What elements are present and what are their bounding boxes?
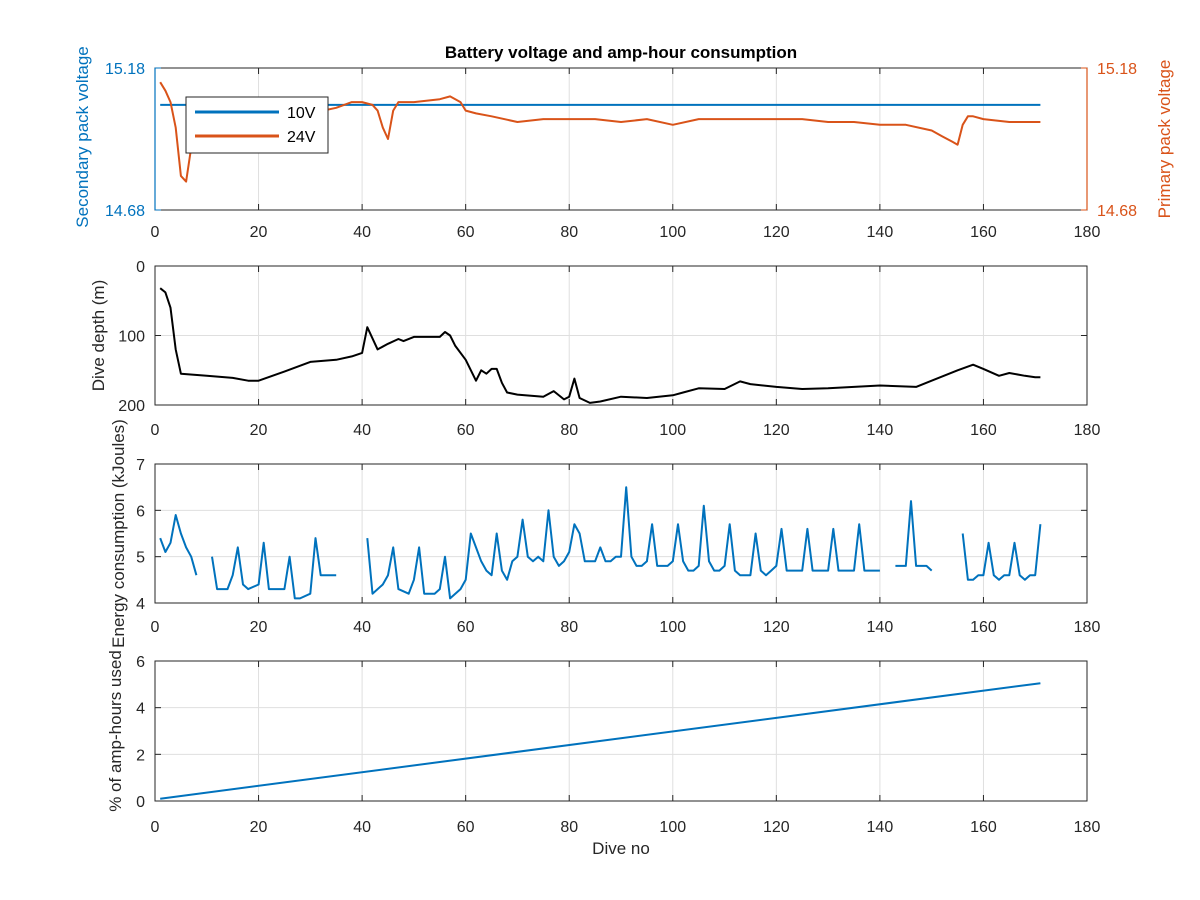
legend-box [185,96,329,154]
series-line-segment [961,524,1042,581]
x-tick-label: 120 [763,619,790,636]
x-tick-label: 120 [763,422,790,439]
y-axis-label: Dive depth (m) [89,280,108,391]
y-tick-label: 0 [136,259,145,276]
y-tick-label-left: 14.68 [105,203,145,220]
y-tick-label-left: 15.18 [105,61,145,78]
series-line [159,287,1041,404]
y-tick-label: 2 [136,747,145,764]
x-tick-label: 40 [353,819,371,836]
x-tick-label: 120 [763,224,790,241]
x-tick-label: 40 [353,619,371,636]
x-tick-label: 20 [250,819,268,836]
subplot-2: 0 20 40 60 80 100 120 140 160 180 0 100 200 Dive dept… [89,259,1100,439]
y-axis-label: % of amp-hours used [106,650,125,812]
y-tick-label: 4 [136,596,145,613]
x-tick-label: 60 [457,619,475,636]
y-tick-label: 6 [136,503,145,520]
subplots: 0 20 40 60 80 100 120 140 160 18014.6815.1814.681… [73,46,1174,858]
subplot-4: 0 20 40 60 80 100 120 140 160 180 0 2 4 6 % of amp-hou… [106,650,1100,858]
axes-box [154,463,1088,604]
plot-area [155,661,1087,801]
x-tick-label: 120 [763,819,790,836]
x-tick-label: 180 [1074,619,1101,636]
x-tick-label: 160 [970,619,997,636]
x-tick-label: 140 [867,819,894,836]
x-tick-label: 0 [151,224,160,241]
x-tick-label: 100 [659,224,686,241]
x-tick-label: 100 [659,422,686,439]
subplot-3: 0 20 40 60 80 100 120 140 160 180 4 5 6 7 Energy consu… [109,419,1100,648]
y-tick-label: 200 [118,398,145,415]
x-tick-label: 140 [867,619,894,636]
legend-label-24v: 24V [287,129,316,146]
x-tick-label: 80 [560,224,578,241]
y-tick-label-right: 14.68 [1097,203,1137,220]
y-tick-label: 5 [136,550,145,567]
x-tick-label: 80 [560,422,578,439]
y-tick-label: 4 [136,701,145,718]
x-tick-label: 0 [151,619,160,636]
axes-box [154,660,1088,802]
series-line-segment [211,537,337,600]
y-tick-label: 7 [136,457,145,474]
y-tick-label: 100 [118,329,145,346]
series-line [160,682,1041,800]
x-tick-label: 0 [151,819,160,836]
x-tick-label: 60 [457,224,475,241]
x-tick-label: 80 [560,619,578,636]
y-tick-label-right: 15.18 [1097,61,1137,78]
plot-area [155,464,1087,603]
subplot-1: 0 20 40 60 80 100 120 140 160 180 14.68 15.18 14.68 1… [73,46,1174,241]
x-tick-label: 180 [1074,422,1101,439]
y-axis-label-right: Primary pack voltage [1155,60,1174,219]
x-tick-label: 20 [250,224,268,241]
x-tick-label: 160 [970,819,997,836]
y-tick-label: 0 [136,794,145,811]
x-tick-label: 180 [1074,819,1101,836]
x-tick-label: 100 [659,819,686,836]
x-tick-label: 20 [250,619,268,636]
x-tick-label: 180 [1074,224,1101,241]
series-line-segment [895,500,933,572]
y-tick-label: 6 [136,654,145,671]
y-axis-label-left: Secondary pack voltage [73,46,92,227]
x-tick-label: 60 [457,422,475,439]
x-tick-label: 140 [867,422,894,439]
series-line-segment [366,486,880,600]
x-tick-label: 40 [353,422,371,439]
x-tick-label: 140 [867,224,894,241]
x-tick-label: 80 [560,819,578,836]
x-tick-label: 100 [659,619,686,636]
x-tick-label: 20 [250,422,268,439]
x-tick-label: 40 [353,224,371,241]
chart-title: Battery voltage and amp-hour consumption [445,43,797,62]
y-axis-label: Energy consumption (kJoules) [109,419,128,648]
x-tick-label: 0 [151,422,160,439]
x-tick-label: 160 [970,224,997,241]
series-line-segment [159,514,198,576]
x-axis-label: Dive no [592,839,650,858]
legend-label-10v: 10V [287,105,316,122]
x-tick-label: 60 [457,819,475,836]
x-tick-label: 160 [970,422,997,439]
